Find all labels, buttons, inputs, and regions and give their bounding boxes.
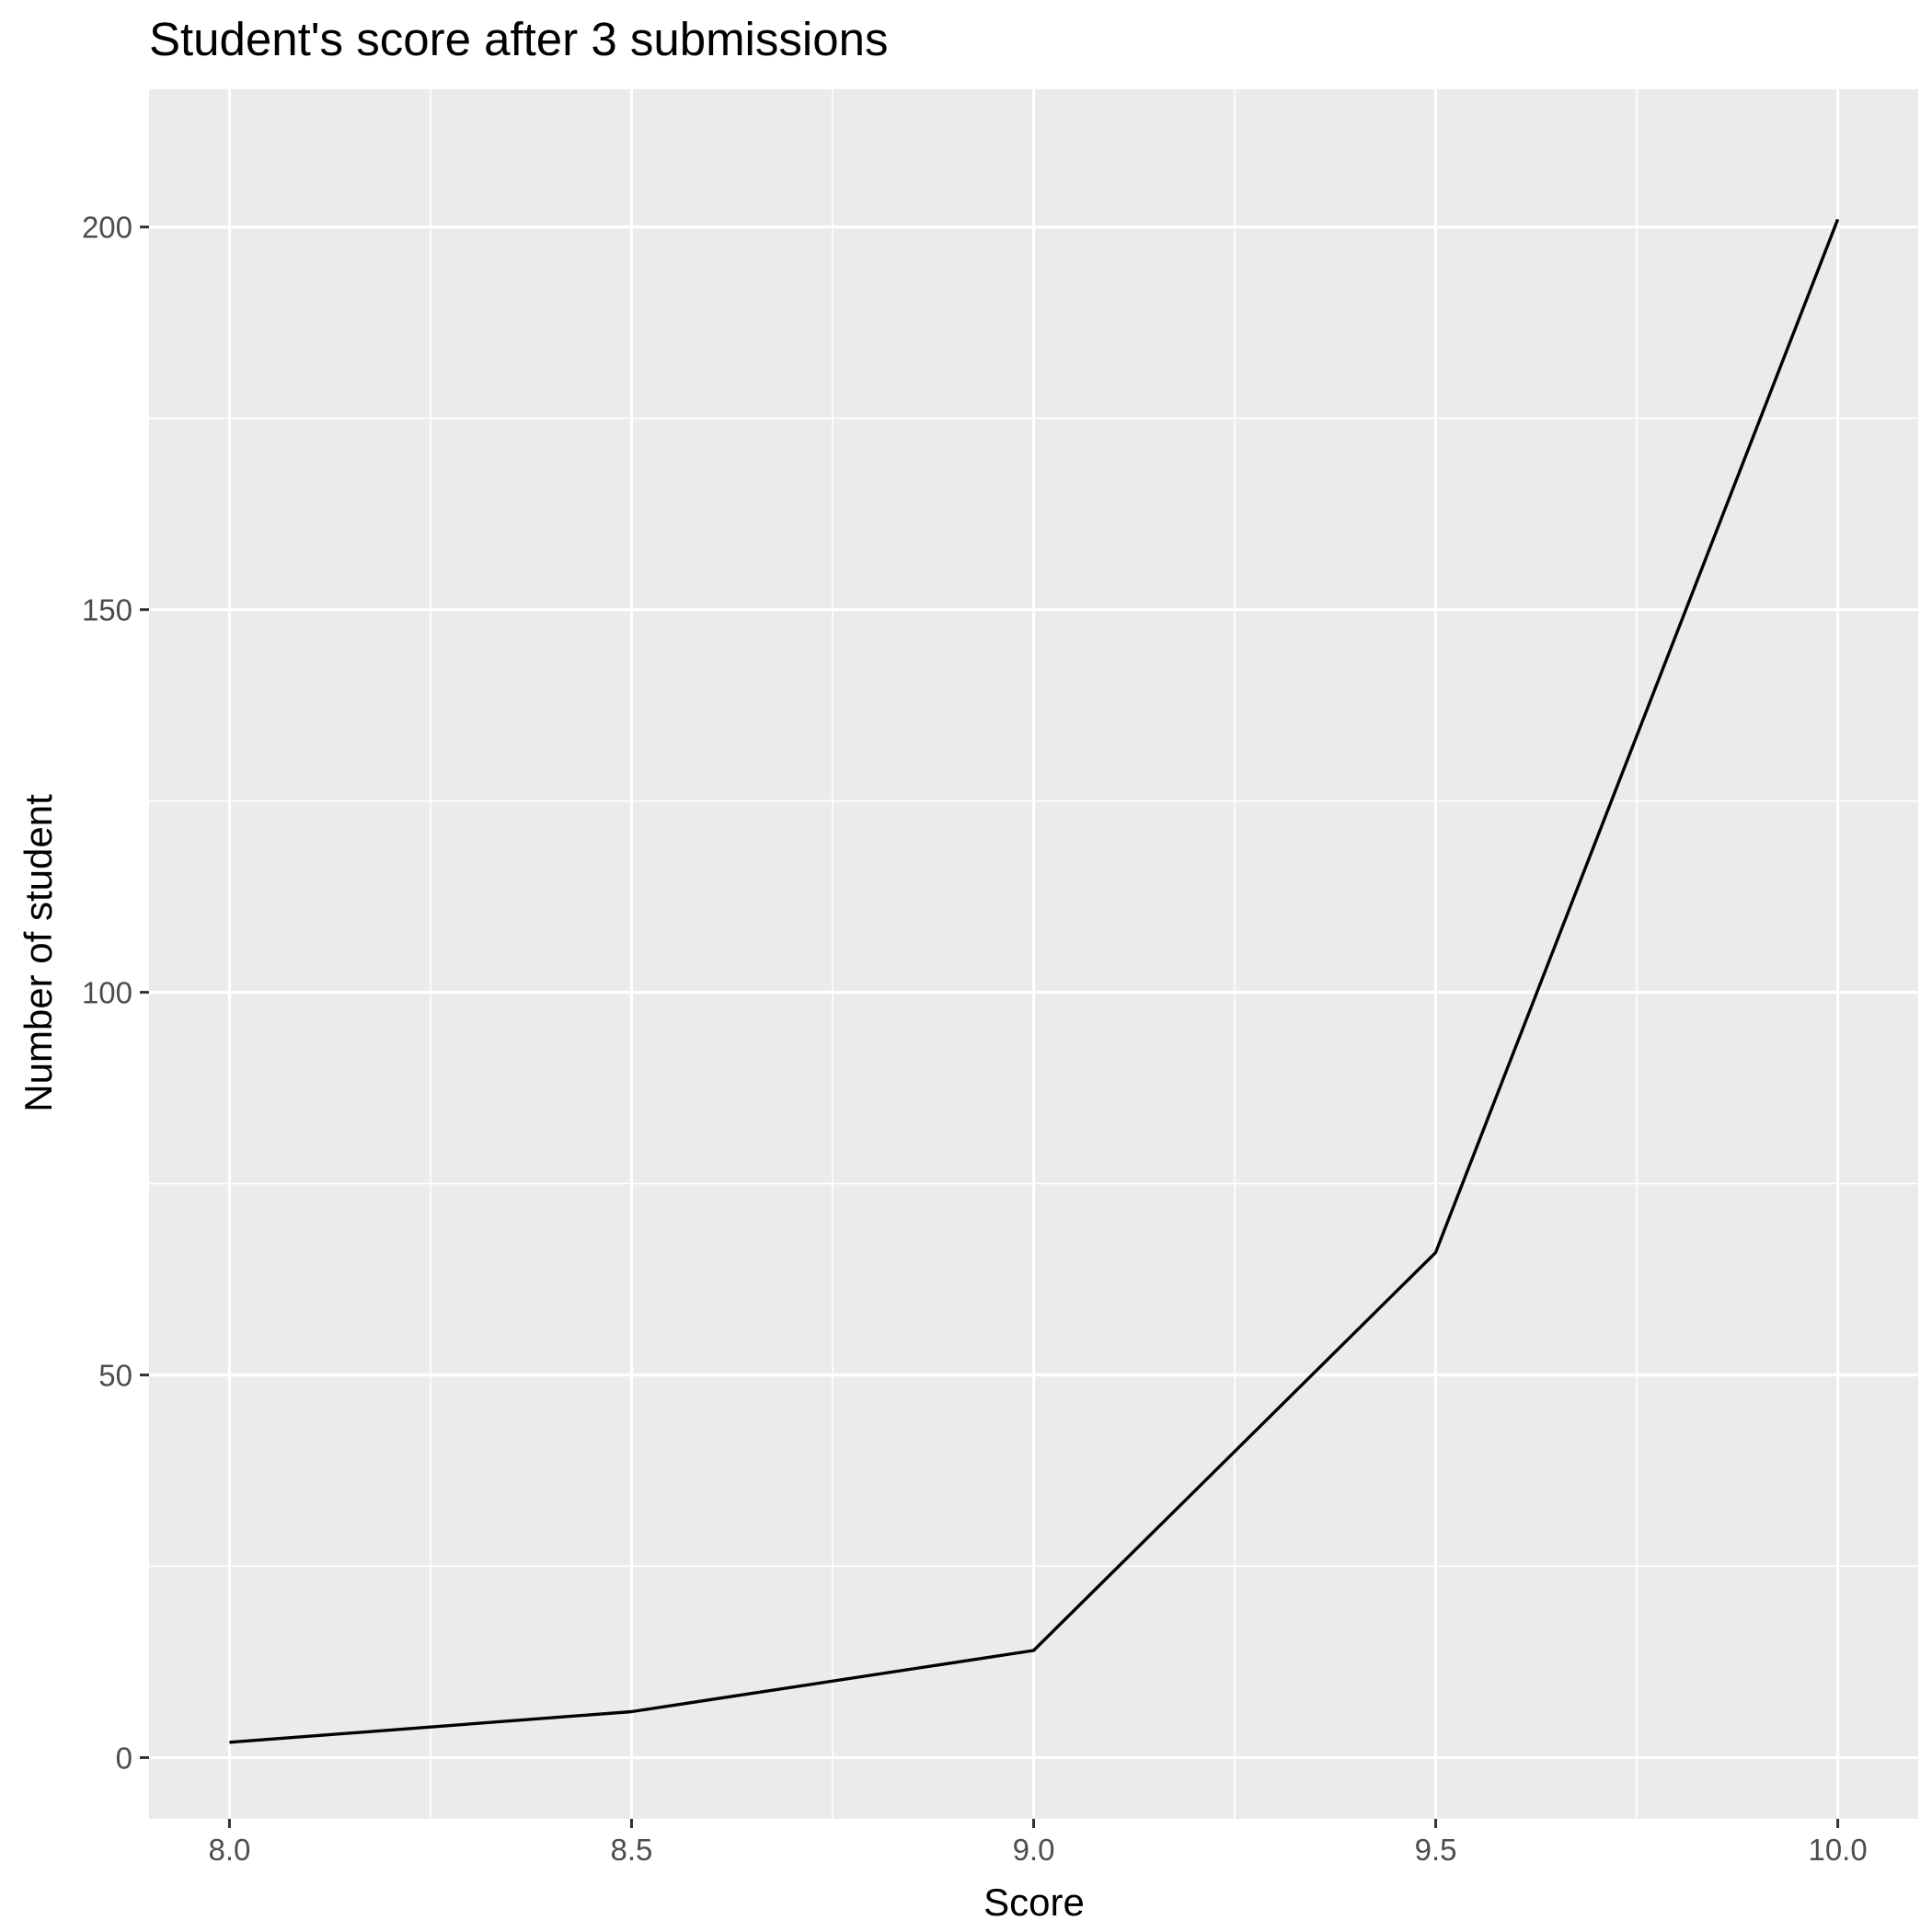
chart-title: Student's score after 3 submissions [149,13,888,65]
series-line [229,218,1840,1744]
x-axis: 8.0 8.5 9.0 9.5 10.0 [208,1819,1868,1867]
x-tick-label: 8.5 [611,1833,653,1867]
major-grid [149,89,1918,1819]
y-tick-label: 100 [82,976,132,1010]
y-tick-label: 200 [82,211,132,245]
x-tick-label: 10.0 [1808,1833,1867,1867]
x-tick-label: 9.5 [1415,1833,1457,1867]
x-tick-label: 8.0 [208,1833,250,1867]
y-axis: 0 50 100 150 200 [82,211,149,1775]
x-tick-label: 9.0 [1013,1833,1055,1867]
y-axis-label: Number of student [17,794,60,1112]
y-tick-label: 150 [82,593,132,627]
y-tick-label: 0 [116,1741,132,1775]
series-layer [229,218,1840,1744]
y-tick-label: 50 [98,1359,132,1393]
x-axis-label: Score [983,1880,1085,1924]
